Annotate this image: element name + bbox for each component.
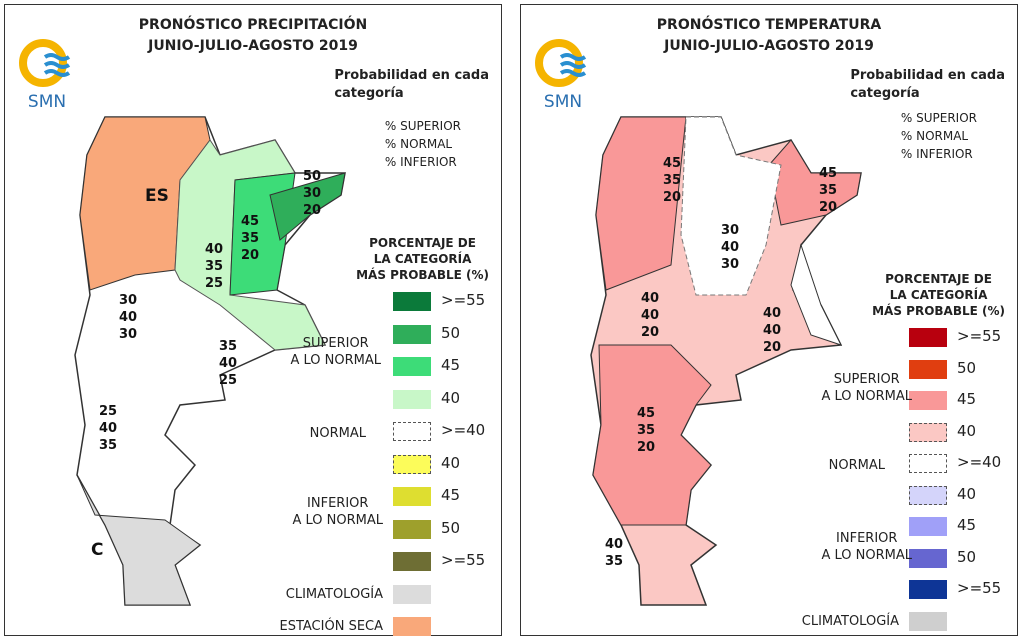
- legend-swatch: [393, 552, 431, 571]
- legend-swatch: [393, 584, 431, 604]
- legend-value: 45: [957, 390, 977, 408]
- probability-title: Probabilidad en cada categoría: [334, 68, 489, 101]
- legend-swatch: [909, 580, 947, 599]
- legend-value: 40: [957, 484, 977, 503]
- region-probability-label: 40 40 20: [641, 291, 660, 340]
- group-superior: SUPERIOR A LO NORMAL: [821, 372, 912, 404]
- legend-swatch: [393, 422, 431, 441]
- legend-swatch: [393, 454, 431, 474]
- legend-swatch: [909, 359, 947, 379]
- legend-value: 45: [441, 486, 461, 504]
- precipitation-map: [74, 116, 346, 606]
- region-probability-label: 45 35 20: [663, 156, 682, 205]
- legend-swatch: [393, 617, 431, 636]
- legend-value: 50: [441, 323, 461, 342]
- region-probability-label: 45 35 20: [819, 166, 838, 215]
- region-probability-label: C: [91, 540, 104, 560]
- temperature-forecast-panel: PRONÓSTICO TEMPERATURA JUNIO-JULIO-AGOSTO…: [520, 4, 1018, 636]
- legend-value: >=55: [441, 291, 486, 309]
- region-probability-label: 40 35 25: [205, 242, 224, 291]
- probability-title: Probabilidad en cada categoría: [850, 68, 1005, 101]
- legend-swatch: [393, 519, 431, 539]
- legend-swatch: [909, 422, 947, 442]
- group-normal: NORMAL: [309, 426, 366, 441]
- category-list: % SUPERIOR% NORMAL% INFERIOR: [384, 119, 461, 169]
- legend-value: 40: [441, 388, 461, 407]
- legend-swatch: [393, 389, 431, 409]
- smn-logo: SMN: [17, 37, 77, 112]
- legend-title: PORCENTAJE DE LA CATEGORÍA MÁS PROBABLE (%…: [356, 236, 489, 282]
- group-normal: NORMAL: [828, 458, 885, 473]
- region-probability-label: 45 35 20: [637, 406, 656, 455]
- legend-value: >=55: [441, 551, 486, 569]
- legend-label: CLIMATOLOGÍA: [285, 586, 383, 602]
- legend-value: 40: [441, 453, 461, 472]
- legend-value: >=40: [441, 421, 486, 439]
- legend-swatch: [909, 454, 947, 473]
- temperature-map: [590, 116, 862, 606]
- precipitation-forecast-panel: PRONÓSTICO PRECIPITACIÓN JUNIO-JULIO-AGOS…: [4, 4, 502, 636]
- region-probability-label: 35 40 25: [219, 339, 238, 388]
- legend-swatch: [909, 391, 947, 410]
- legend-value: >=55: [957, 579, 1002, 597]
- group-inferior: INFERIOR A LO NORMAL: [292, 496, 383, 528]
- legend-value: 50: [441, 518, 461, 537]
- region-probability-label: 50 30 20: [303, 169, 322, 218]
- legend-label: CLIMATOLOGÍA: [801, 613, 899, 629]
- legend-swatch: [393, 292, 431, 311]
- region-probability-label: ES: [145, 186, 169, 206]
- region-probability-label: 25 40 35: [99, 404, 118, 453]
- region-probability-label: 40 35: [605, 537, 624, 569]
- legend-swatch: [909, 548, 947, 568]
- legend-swatch: [393, 487, 431, 506]
- legend-swatch: [393, 324, 431, 344]
- region-probability-label: 30 40 30: [119, 293, 138, 342]
- smn-logo: SMN: [533, 37, 593, 112]
- legend-swatch: [909, 611, 947, 631]
- legend-swatch: [393, 357, 431, 376]
- legend-value: 45: [957, 516, 977, 534]
- legend-swatch: [909, 485, 947, 505]
- legend-swatch: [909, 328, 947, 347]
- legend-value: 40: [957, 421, 977, 440]
- legend-value: 50: [957, 358, 977, 377]
- category-list: % SUPERIOR% NORMAL% INFERIOR: [900, 111, 977, 161]
- group-inferior: INFERIOR A LO NORMAL: [821, 531, 912, 563]
- region-probability-label: 45 35 20: [241, 214, 260, 263]
- legend-value: 45: [441, 356, 461, 374]
- legend-value: >=40: [957, 453, 1002, 471]
- legend-value: 50: [957, 547, 977, 566]
- legend-swatch: [909, 517, 947, 536]
- legend-title: PORCENTAJE DE LA CATEGORÍA MÁS PROBABLE (%…: [872, 272, 1005, 318]
- map-title: PRONÓSTICO PRECIPITACIÓN JUNIO-JULIO-AGOS…: [138, 17, 368, 54]
- map-title: PRONÓSTICO TEMPERATURA JUNIO-JULIO-AGOSTO…: [656, 17, 882, 54]
- region-probability-label: 30 40 30: [721, 223, 740, 272]
- group-superior: SUPERIOR A LO NORMAL: [290, 336, 381, 368]
- legend-label: ESTACIÓN SECA: [279, 619, 384, 634]
- legend-value: >=55: [957, 327, 1002, 345]
- region-probability-label: 40 40 20: [763, 306, 782, 355]
